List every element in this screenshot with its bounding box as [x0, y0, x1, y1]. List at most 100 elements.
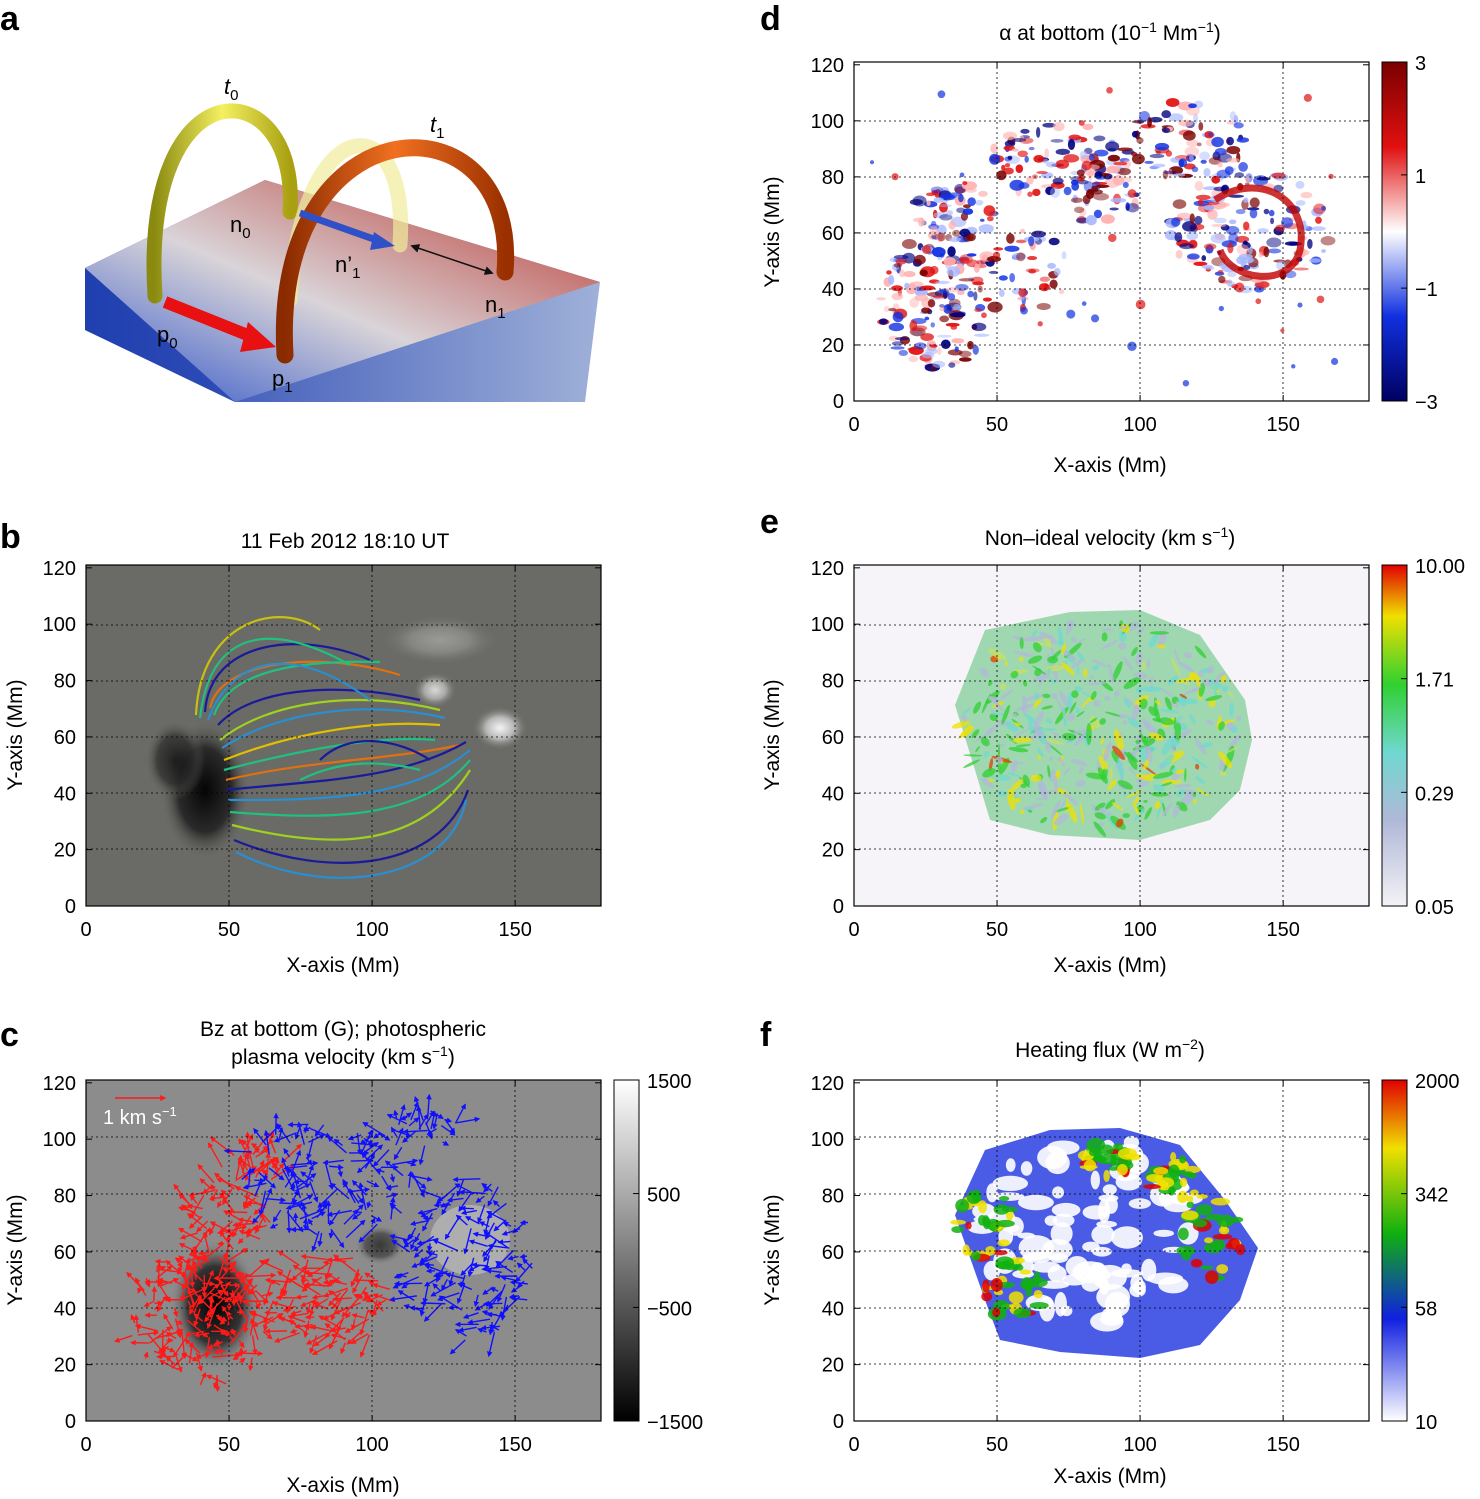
velocity-vector — [289, 1312, 308, 1319]
colorbar-tick-label: 500 — [647, 1185, 680, 1207]
velocity-vector — [208, 1142, 223, 1168]
alpha-speckle — [1189, 155, 1195, 162]
nonideal-speckle — [1179, 693, 1188, 699]
nonideal-speckle — [1051, 731, 1060, 737]
alpha-speckle — [1178, 158, 1188, 168]
nonideal-speckle — [1104, 696, 1111, 701]
alpha-speckle — [1026, 175, 1034, 185]
velocity-vector — [356, 1194, 364, 1204]
velocity-vector — [426, 1093, 432, 1117]
velocity-vector — [454, 1329, 467, 1337]
alpha-speckle — [930, 322, 935, 328]
velocity-vector — [333, 1138, 343, 1146]
velocity-vector — [285, 1201, 313, 1211]
alpha-speckle — [943, 257, 956, 266]
velocity-vector — [314, 1124, 325, 1137]
alpha-speckle — [954, 346, 959, 352]
velocity-vector — [460, 1209, 477, 1216]
alpha-speckle — [919, 269, 928, 277]
velocity-vector — [308, 1134, 326, 1143]
alpha-speckle — [1007, 155, 1013, 160]
alpha-speckle — [1208, 132, 1214, 138]
nonideal-speckle — [961, 714, 968, 722]
alpha-speckle — [908, 355, 919, 363]
velocity-vector — [358, 1223, 378, 1243]
nonideal-speckle — [1034, 641, 1054, 648]
alpha-speckle — [1210, 233, 1226, 244]
alpha-speckle — [975, 199, 984, 206]
velocity-vector — [213, 1348, 226, 1355]
heating-speckle — [1190, 1258, 1203, 1268]
heating-speckle — [982, 1279, 990, 1293]
nonideal-speckle — [1125, 790, 1142, 799]
alpha-speckle — [888, 274, 895, 285]
y-tick-label: 0 — [833, 391, 844, 413]
y-tick-label: 80 — [54, 671, 76, 693]
heating-speckle — [1086, 1137, 1106, 1152]
nonideal-speckle — [980, 736, 990, 747]
nonideal-speckle — [1131, 704, 1140, 721]
x-tick-label: 150 — [1266, 1434, 1299, 1456]
alpha-speckle — [1045, 186, 1056, 196]
alpha-speckle — [1172, 199, 1187, 209]
velocity-vector — [290, 1149, 302, 1176]
velocity-vector — [460, 1262, 474, 1276]
alpha-speckle — [1016, 252, 1026, 262]
alpha-speckle — [962, 181, 968, 186]
heating-gap — [1091, 1224, 1115, 1245]
velocity-vector — [237, 1158, 246, 1176]
alpha-speckle — [1267, 248, 1282, 254]
x-tick-label: 50 — [986, 1434, 1008, 1456]
velocity-vector — [173, 1183, 191, 1206]
velocity-vector — [371, 1215, 383, 1222]
nonideal-speckle — [1160, 687, 1173, 698]
velocity-vector — [301, 1276, 322, 1292]
alpha-speckle — [1039, 276, 1051, 282]
velocity-vector — [286, 1168, 308, 1186]
panel-c: c Bz at bottom (G); photospheric plasma … — [0, 1016, 703, 1497]
alpha-speckle — [894, 336, 910, 341]
alpha-speckle — [978, 224, 994, 234]
nonideal-speckle — [1137, 627, 1144, 636]
velocity-vector — [488, 1321, 494, 1336]
nonideal-speckle — [1019, 809, 1025, 814]
bz-positive — [430, 1205, 510, 1275]
velocity-vector — [444, 1218, 459, 1240]
nonideal-speckle — [1022, 679, 1028, 687]
nonideal-speckle — [1196, 787, 1209, 797]
heating-speckle — [1142, 1184, 1162, 1190]
velocity-vector — [175, 1319, 184, 1325]
nonideal-speckle — [1208, 699, 1216, 708]
colorbar-tick-label: 342 — [1415, 1185, 1448, 1207]
nonideal-speckle — [1153, 771, 1174, 779]
velocity-vector — [355, 1268, 361, 1279]
heating-gap — [1090, 1170, 1100, 1190]
velocity-vector — [341, 1297, 360, 1318]
velocity-vector — [208, 1195, 223, 1202]
nonideal-speckle — [1159, 754, 1175, 770]
nonideal-speckle — [1123, 698, 1132, 709]
velocity-vector — [263, 1129, 270, 1155]
label-p0: p0 — [157, 322, 178, 352]
y-tick-label: 80 — [822, 1186, 844, 1208]
nonideal-speckle — [1122, 656, 1134, 671]
velocity-vector — [510, 1284, 523, 1293]
velocity-vector — [248, 1272, 277, 1279]
velocity-vector — [485, 1268, 502, 1274]
alpha-speckle — [930, 186, 944, 194]
velocity-vector — [187, 1300, 194, 1311]
velocity-vector — [305, 1156, 313, 1166]
nonideal-speckle — [1075, 780, 1086, 788]
velocity-vector — [193, 1313, 203, 1322]
alpha-speckle — [1165, 150, 1173, 157]
nonideal-speckle — [1036, 797, 1047, 801]
velocity-vector — [376, 1299, 386, 1306]
alpha-speckle — [1058, 289, 1065, 295]
alpha-speckle — [1263, 246, 1270, 258]
nonideal-speckle — [984, 724, 999, 737]
velocity-vector — [293, 1178, 304, 1185]
velocity-vector — [432, 1239, 459, 1252]
nonideal-speckle — [1161, 736, 1176, 756]
velocity-vector — [303, 1281, 329, 1288]
